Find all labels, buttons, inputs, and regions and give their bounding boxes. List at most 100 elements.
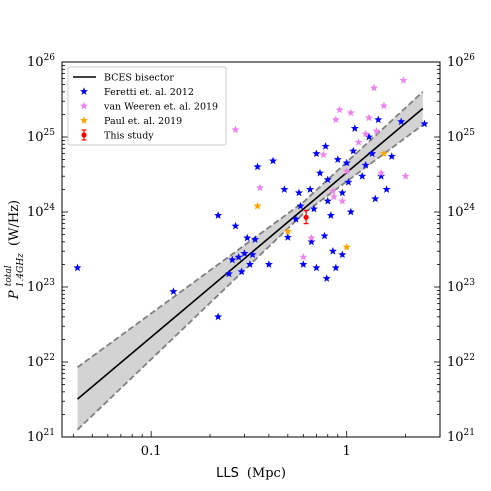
data-point: [255, 183, 264, 192]
data-point: [231, 125, 240, 134]
data-point: [342, 166, 351, 175]
y-tick-label-right: 1023: [447, 278, 475, 295]
data-point: [253, 162, 262, 171]
data-point: [372, 126, 381, 135]
data-point: [342, 158, 351, 167]
confidence-band: [76, 91, 424, 431]
data-point: [349, 146, 358, 155]
series-van-weeren-et-al-2019: [231, 76, 410, 261]
data-point: [346, 207, 355, 216]
data-point: [231, 221, 240, 230]
legend-label: This study: [104, 131, 154, 142]
data-point: [214, 312, 223, 321]
data-point: [326, 211, 335, 219]
data-point: [371, 194, 380, 203]
data-point: [358, 172, 367, 180]
data-point: [306, 185, 315, 193]
data-point: [309, 204, 318, 213]
confidence-band-fill: [77, 91, 423, 430]
data-point: [294, 188, 303, 197]
data-point: [368, 149, 377, 158]
data-point: [237, 267, 246, 276]
plot-frame: [61, 61, 441, 438]
data-point: [361, 161, 370, 169]
y-tick-label-left: 1021: [27, 428, 55, 445]
svg-text:P total 1.4GHz: P total 1.4GHz (W/Hz): [0, 200, 27, 300]
data-point: [234, 252, 243, 261]
legend-label: BCES bisector: [104, 73, 174, 84]
data-point: [312, 263, 321, 272]
legend-label: Feretti et. al. 2012: [104, 87, 194, 98]
data-point: [338, 196, 347, 205]
data-point: [382, 185, 391, 193]
y-tick-label-right: 1021: [447, 428, 475, 445]
x-tick-label: 0.1: [141, 444, 162, 459]
data-point: [299, 252, 308, 261]
data-point: [364, 113, 373, 122]
y-tick-label-right: 1025: [447, 128, 475, 145]
data-point: [401, 172, 410, 180]
data-point: [169, 287, 178, 295]
y-tick-label-right: 1026: [447, 53, 475, 70]
data-point: [303, 214, 309, 220]
data-point: [338, 188, 347, 197]
data-points: [73, 76, 429, 321]
legend-star-swatch: [80, 101, 88, 110]
legend-star-swatch: [80, 87, 88, 95]
data-point: [253, 201, 262, 210]
data-point: [283, 233, 292, 241]
data-point: [323, 196, 332, 205]
data-point: [296, 201, 305, 210]
y-tick-label-left: 1024: [27, 203, 55, 220]
data-point: [420, 119, 429, 128]
data-point: [331, 115, 340, 124]
data-point: [354, 138, 363, 146]
data-point: [342, 242, 351, 251]
data-point: [374, 115, 383, 124]
data-point: [321, 142, 330, 150]
data-point: [320, 231, 329, 240]
data-point: [243, 233, 252, 242]
data-point: [322, 274, 331, 282]
data-point: [312, 149, 321, 158]
data-point: [328, 186, 337, 195]
data-point: [245, 260, 254, 268]
data-point: [329, 192, 338, 201]
data-point: [328, 247, 337, 255]
legend-label: Paul et. al. 2019: [104, 116, 182, 127]
data-point: [307, 233, 316, 242]
x-tick-label: 1: [343, 444, 351, 459]
data-point: [338, 250, 347, 259]
series-feretti-et-al-2012: [73, 115, 429, 321]
y-tick-label-right: 1022: [447, 353, 475, 370]
data-point: [370, 83, 379, 92]
confidence-band-lower: [76, 124, 424, 431]
series-paul-et-al-2019: [253, 149, 388, 251]
data-point: [307, 237, 316, 246]
legend-label: van Weeren et. al. 2019: [103, 102, 218, 113]
data-point: [319, 150, 328, 159]
y-tick-label-left: 1022: [27, 353, 55, 370]
axis-labels: LLS (Mpc) P total 1.4GHz (W/Hz): [0, 200, 286, 481]
legend-point-swatch: [81, 132, 87, 138]
data-point: [344, 177, 353, 186]
data-point: [73, 263, 82, 272]
y-tick-label-left: 1026: [27, 53, 55, 70]
data-point: [291, 215, 300, 223]
y-tick-label-left: 1023: [27, 278, 55, 295]
data-point: [397, 117, 406, 126]
data-point: [315, 168, 324, 177]
data-point: [399, 76, 408, 84]
data-point: [299, 260, 308, 268]
series-this-study: [303, 209, 309, 225]
data-point: [333, 155, 342, 163]
data-point: [251, 235, 260, 243]
data-point: [377, 172, 386, 180]
data-point: [361, 129, 370, 138]
data-point: [335, 105, 344, 114]
y-tick-label-left: 1025: [27, 128, 55, 145]
legend-box: [67, 66, 227, 146]
y-axis-label: P total 1.4GHz (W/Hz): [0, 200, 27, 300]
data-point: [350, 124, 359, 132]
